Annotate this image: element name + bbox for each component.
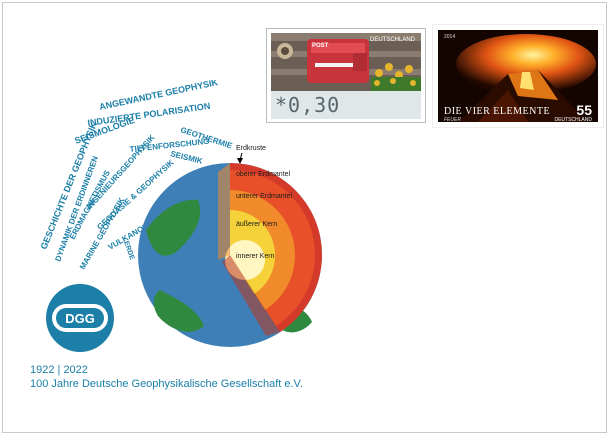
label-outer-core: äußerer Kern — [236, 221, 277, 228]
stamp-value: *0,30 — [275, 93, 341, 117]
stamp-year-mark: 2014 — [444, 34, 456, 40]
caption-name: 100 Jahre Deutsche Geophysikalische Gese… — [30, 378, 303, 390]
post-label: POST — [312, 43, 329, 49]
mailbox-photo — [271, 33, 421, 91]
dgg-logo: DGG — [46, 284, 114, 352]
label-lower-mantle: unterer Erdmantel — [236, 193, 292, 200]
stamp-subtitle: FEUER — [444, 117, 461, 123]
stamp-country-2: DEUTSCHLAND — [554, 117, 592, 123]
word-erde: ERDE — [122, 240, 135, 261]
logo-text: DGG — [65, 311, 95, 326]
stamp-denomination: 55 — [576, 102, 592, 118]
dgg-artwork: ANGEWANDTE GEOPHYSIK INDUZIERTE POLARISA… — [39, 80, 322, 352]
label-inner-core: innerer Kern — [236, 253, 275, 260]
caption-year: 1922 | 2022 — [30, 364, 88, 376]
postage-stamp-volcano: 2014 DIE VIER ELEMENTE FEUER 55 DEUTSCHL… — [432, 24, 604, 128]
label-crust: Erdkruste — [236, 145, 266, 152]
stamp-title: DIE VIER ELEMENTE — [444, 106, 551, 117]
label-upper-mantle: oberer Erdmantel — [236, 171, 291, 178]
value-band — [271, 91, 421, 119]
postage-stamp-atm: POST DEUTSCHLAND *0,30 — [266, 28, 426, 123]
stamp-country: DEUTSCHLAND — [369, 37, 415, 43]
earth-globe — [138, 163, 322, 347]
